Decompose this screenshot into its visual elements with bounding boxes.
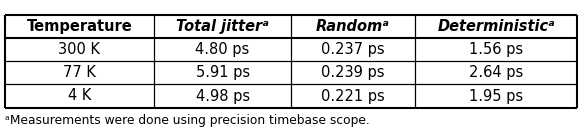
Text: 0.237 ps: 0.237 ps	[321, 42, 385, 57]
Text: Total jitterᵃ: Total jitterᵃ	[176, 19, 269, 34]
Text: 0.221 ps: 0.221 ps	[321, 88, 385, 104]
Text: Randomᵃ: Randomᵃ	[316, 19, 390, 34]
Text: ᵃMeasurements were done using precision timebase scope.: ᵃMeasurements were done using precision …	[5, 114, 370, 127]
Text: 300 K: 300 K	[58, 42, 101, 57]
Text: Deterministicᵃ: Deterministicᵃ	[437, 19, 555, 34]
Text: Temperature: Temperature	[27, 19, 132, 34]
Text: 4.80 ps: 4.80 ps	[196, 42, 250, 57]
Text: 77 K: 77 K	[63, 65, 96, 81]
Text: 0.239 ps: 0.239 ps	[321, 65, 385, 81]
Text: 1.95 ps: 1.95 ps	[469, 88, 523, 104]
Text: 5.91 ps: 5.91 ps	[196, 65, 250, 81]
Text: 2.64 ps: 2.64 ps	[469, 65, 523, 81]
Text: 1.56 ps: 1.56 ps	[469, 42, 523, 57]
Text: 4.98 ps: 4.98 ps	[196, 88, 250, 104]
Text: 4 K: 4 K	[68, 88, 91, 104]
